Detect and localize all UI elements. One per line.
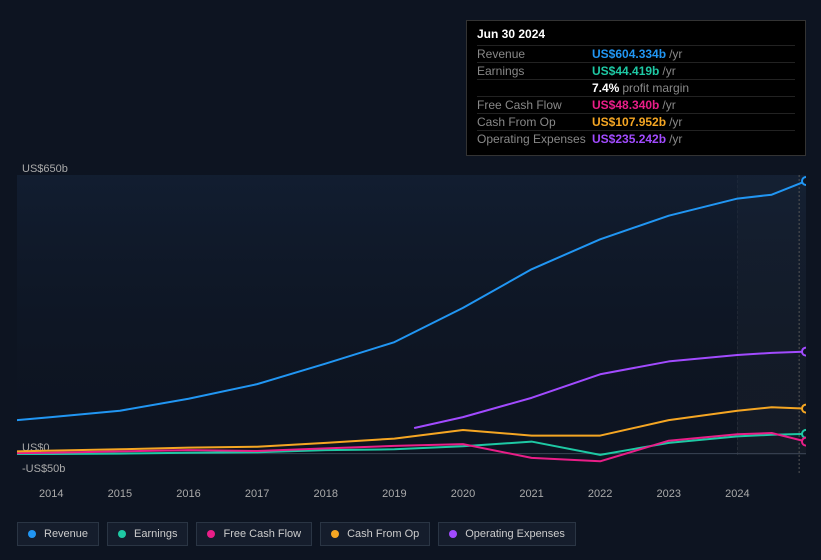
legend: Revenue Earnings Free Cash Flow Cash From O…	[17, 522, 576, 546]
tooltip-row-value: US$107.952b	[592, 115, 666, 129]
tooltip-row-value: US$235.242b	[592, 132, 666, 146]
tooltip-row-unit: /yr	[662, 98, 675, 112]
x-axis-label: 2016	[176, 488, 200, 500]
legend-label: Operating Expenses	[465, 528, 565, 540]
tooltip-row-unit: /yr	[669, 132, 682, 146]
tooltip-row-unit: /yr	[662, 64, 675, 78]
x-axis-label: 2020	[451, 488, 475, 500]
tooltip-row: RevenueUS$604.334b/yr	[477, 45, 795, 62]
tooltip-row-label: Earnings	[477, 64, 592, 78]
legend-dot-icon	[28, 530, 36, 538]
tooltip-row: EarningsUS$44.419b/yr	[477, 62, 795, 79]
legend-dot-icon	[449, 530, 457, 538]
legend-dot-icon	[207, 530, 215, 538]
legend-label: Earnings	[134, 528, 177, 540]
chart-tooltip: Jun 30 2024 RevenueUS$604.334b/yrEarning…	[466, 20, 806, 156]
x-axis-label: 2018	[313, 488, 337, 500]
x-axis-label: 2019	[382, 488, 406, 500]
plot-area	[17, 175, 806, 475]
x-axis-label: 2017	[245, 488, 269, 500]
y-axis-label: US$650b	[22, 163, 68, 175]
x-axis-label: 2023	[657, 488, 681, 500]
legend-label: Cash From Op	[347, 528, 419, 540]
tooltip-rows: RevenueUS$604.334b/yrEarningsUS$44.419b/…	[477, 45, 795, 147]
tooltip-row-unit: /yr	[669, 47, 682, 61]
tooltip-row: Cash From OpUS$107.952b/yr	[477, 113, 795, 130]
x-axis-label: 2015	[108, 488, 132, 500]
legend-item[interactable]: Earnings	[107, 522, 188, 546]
legend-item[interactable]: Operating Expenses	[438, 522, 576, 546]
legend-item[interactable]: Revenue	[17, 522, 99, 546]
legend-dot-icon	[331, 530, 339, 538]
legend-item[interactable]: Free Cash Flow	[196, 522, 312, 546]
x-axis-label: 2022	[588, 488, 612, 500]
legend-item[interactable]: Cash From Op	[320, 522, 430, 546]
tooltip-row-label: Revenue	[477, 47, 592, 61]
financials-chart[interactable]: US$650bUS$0-US$50b 201420152016201720182…	[17, 158, 806, 500]
tooltip-row-unit: /yr	[669, 115, 682, 129]
tooltip-row-label: Cash From Op	[477, 115, 592, 129]
tooltip-row-value: 7.4%	[592, 81, 619, 95]
x-axis-label: 2014	[39, 488, 63, 500]
legend-label: Revenue	[44, 528, 88, 540]
x-axis-label: 2021	[519, 488, 543, 500]
tooltip-row: 7.4%profit margin	[477, 79, 795, 96]
tooltip-row-value: US$604.334b	[592, 47, 666, 61]
tooltip-row-label: Free Cash Flow	[477, 98, 592, 112]
tooltip-row-label: Operating Expenses	[477, 132, 592, 146]
tooltip-row-value: US$48.340b	[592, 98, 659, 112]
legend-dot-icon	[118, 530, 126, 538]
x-axis-label: 2024	[725, 488, 749, 500]
tooltip-row-unit: profit margin	[622, 81, 689, 95]
tooltip-row-value: US$44.419b	[592, 64, 659, 78]
legend-label: Free Cash Flow	[223, 528, 301, 540]
tooltip-date: Jun 30 2024	[477, 27, 795, 41]
tooltip-row-label	[477, 81, 592, 95]
tooltip-row: Free Cash FlowUS$48.340b/yr	[477, 96, 795, 113]
tooltip-row: Operating ExpensesUS$235.242b/yr	[477, 130, 795, 147]
